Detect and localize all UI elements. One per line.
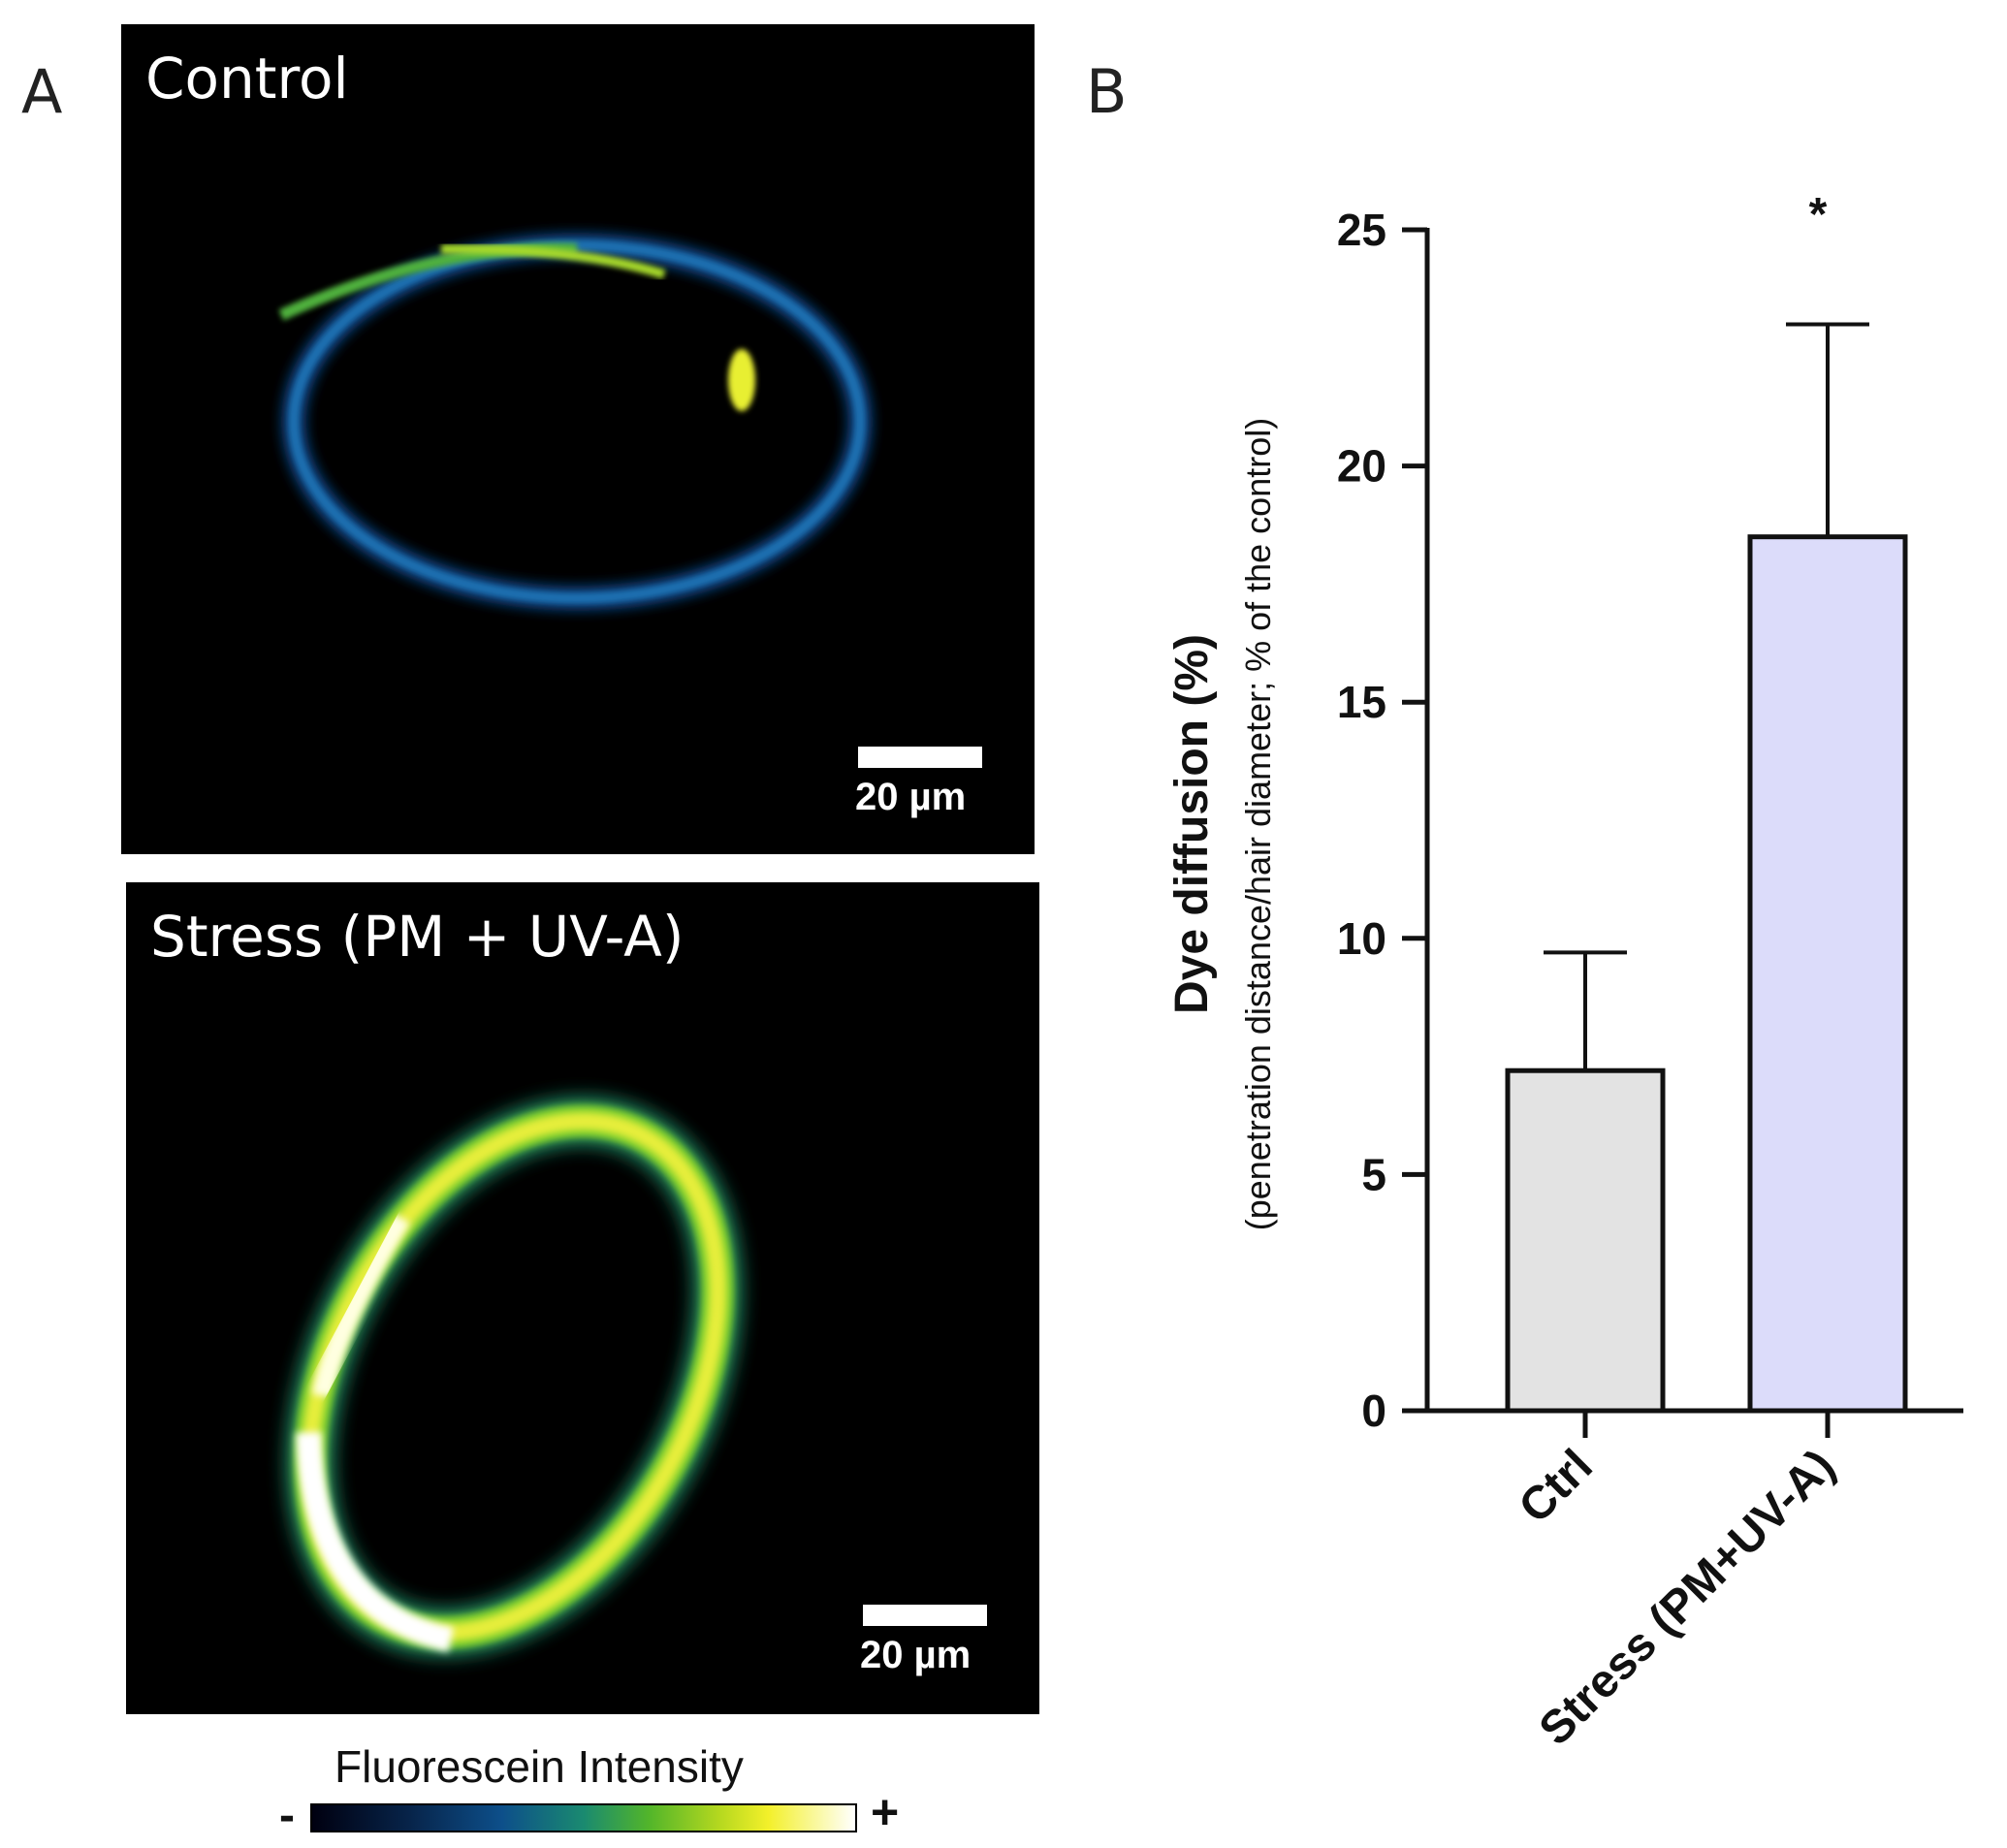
y-tick-label: 20: [1337, 441, 1386, 492]
stress-scale-label: 20 µm: [860, 1634, 972, 1676]
control-title: Control: [145, 46, 349, 112]
control-hair-image: [278, 233, 873, 611]
colorbar-title: Fluorescein Intensity: [334, 1741, 744, 1792]
y-tick-label: 15: [1337, 677, 1386, 727]
y-tick-label: 10: [1337, 913, 1386, 964]
control-micrograph: Control 20 µm: [121, 24, 1035, 854]
x-category-label: Ctrl: [1510, 1440, 1603, 1533]
panel-a-letter: A: [21, 56, 63, 127]
y-tick-label: 5: [1361, 1149, 1386, 1199]
y-tick-label: 0: [1361, 1386, 1386, 1436]
bar: [1747, 534, 1908, 1414]
significance-marker: *: [1809, 189, 1828, 240]
y-tick-label: 25: [1337, 205, 1386, 255]
stress-title: Stress (PM + UV-A): [150, 904, 685, 970]
y-axis-label: Dye diffusion (%): [1166, 634, 1218, 1014]
bar: [1505, 1067, 1666, 1414]
colorbar-low-label: -: [279, 1790, 295, 1841]
stress-scale-bar: [863, 1605, 987, 1626]
panel-b-letter: B: [1086, 56, 1128, 127]
colorbar-high-label: +: [871, 1785, 900, 1839]
y-axis-sublabel: (penetration distance/hair diameter; % o…: [1238, 418, 1278, 1230]
stress-hair-image: [284, 1096, 744, 1658]
stress-micrograph: Stress (PM + UV-A) 20 µm: [126, 882, 1039, 1714]
control-scale-label: 20 µm: [855, 776, 967, 818]
control-scale-bar: [858, 747, 982, 768]
colorbar: [310, 1803, 857, 1832]
